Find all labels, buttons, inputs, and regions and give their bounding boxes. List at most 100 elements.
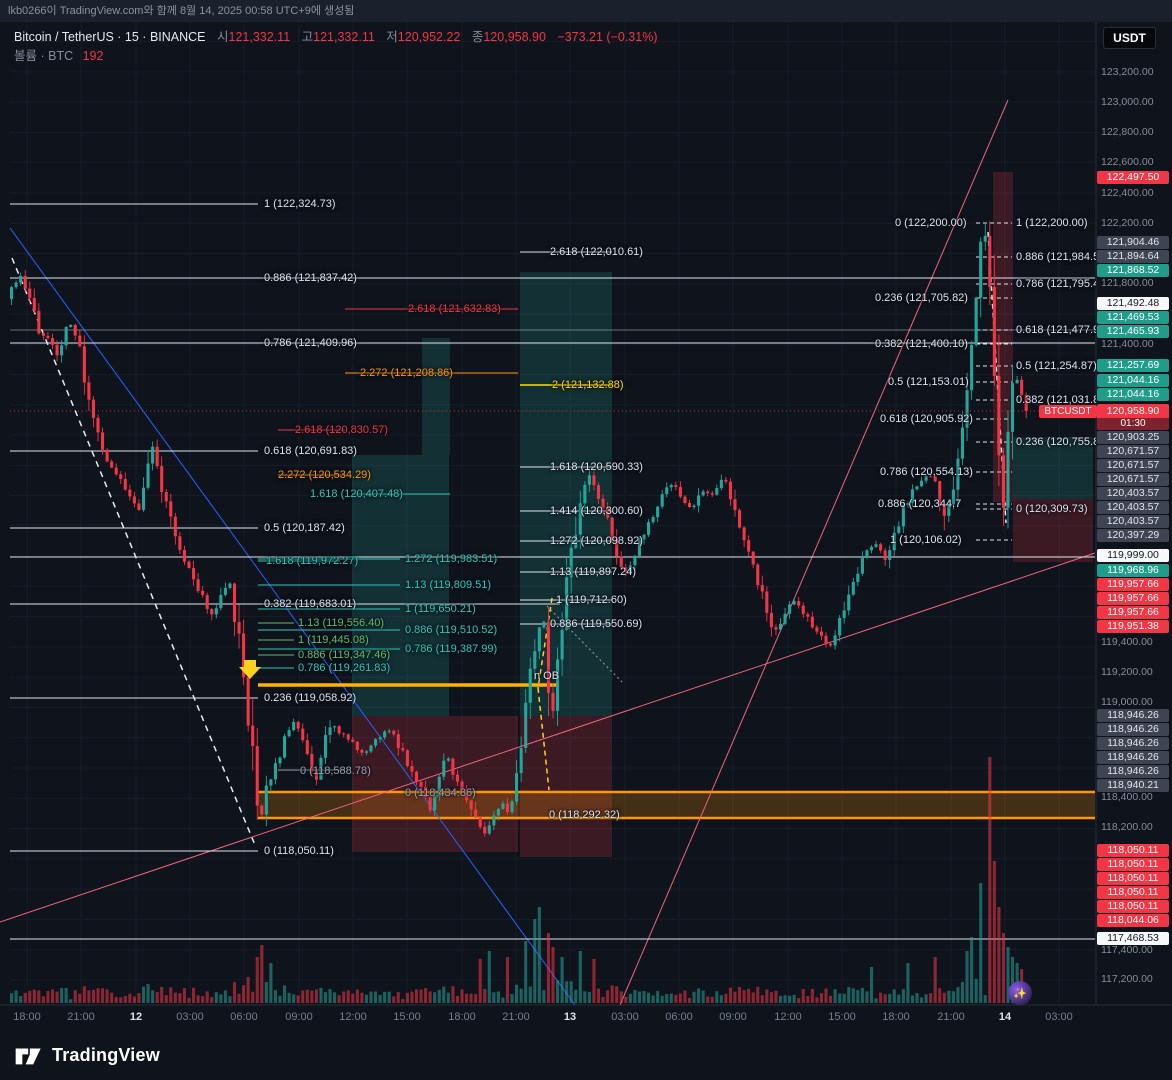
time-scale-label: 14 <box>998 1011 1012 1023</box>
time-scale-label: 09:00 <box>285 1011 313 1023</box>
price-level-chip: 117,468.53 <box>1097 932 1169 945</box>
price-level-chip: 121,044.16 <box>1097 374 1169 387</box>
attribution-bar: lkb0266이 TradingView.com와 함께 8월 14, 2025… <box>0 0 1172 22</box>
price-scale-label: 119,200.00 <box>1101 666 1153 678</box>
price-level-chip: 122,497.50 <box>1097 171 1169 184</box>
time-scale-label: 12 <box>129 1011 143 1023</box>
price-level-chip: 120,671.57 <box>1097 473 1169 486</box>
time-scale-label: 03:00 <box>1045 1011 1073 1023</box>
price-level-chip: 120,403.57 <box>1097 487 1169 500</box>
price-level-chip: 121,465.93 <box>1097 325 1169 338</box>
price-level-chip: 121,894.64 <box>1097 250 1169 263</box>
price-level-chip: 119,957.66 <box>1097 592 1169 605</box>
price-scale-label: 122,400.00 <box>1101 187 1154 199</box>
time-scale-label: 21:00 <box>937 1011 965 1023</box>
time-scale-label: 03:00 <box>611 1011 639 1023</box>
bar-countdown: 01:30 <box>1097 418 1169 430</box>
time-scale-label: 13 <box>563 1011 577 1023</box>
low-value: 120,952.22 <box>397 30 461 44</box>
price-level-chip: 118,946.26 <box>1097 765 1169 778</box>
price-scale-label: 121,400.00 <box>1101 338 1154 350</box>
price-level-chip: 118,050.11 <box>1097 858 1169 871</box>
price-level-chip: 118,050.11 <box>1097 900 1169 913</box>
price-level-chip: 118,940.21 <box>1097 779 1169 792</box>
tradingview-logo-icon[interactable] <box>14 1043 44 1069</box>
price-scale-label: 119,000.00 <box>1101 696 1153 708</box>
price-level-chip: 121,469.53 <box>1097 311 1169 324</box>
price-level-chip: 120,903.25 <box>1097 431 1169 444</box>
price-axis[interactable]: 123,200.00 123,000.00 122,800.00 122,600.00… <box>1096 0 1172 1005</box>
close-label: 종 <box>471 30 484 44</box>
volume-label[interactable]: 볼륨 · BTC <box>14 49 74 63</box>
low-label: 저 <box>386 30 398 44</box>
time-scale-label: 03:00 <box>176 1011 204 1023</box>
high-label: 고 <box>301 30 314 44</box>
change-value: −373.21 (−0.31%) <box>557 30 658 44</box>
price-scale-label: 117,400.00 <box>1101 944 1153 956</box>
current-price-value: 120,958.90 <box>1097 404 1169 418</box>
chart-legend: Bitcoin / TetherUS · 15 · BINANCE 시121,3… <box>14 28 657 66</box>
price-scale-label: 122,800.00 <box>1101 126 1154 138</box>
price-level-chip: 118,044.06 <box>1097 914 1169 927</box>
price-level-chip: 118,050.11 <box>1097 886 1169 899</box>
symbol-price-chip: BTCUSDT <box>1039 405 1097 418</box>
current-price-chip: 120,958.90 01:30 <box>1097 404 1169 430</box>
price-level-chip: 120,397.29 <box>1097 529 1169 542</box>
price-level-chip: 118,946.26 <box>1097 709 1169 722</box>
price-level-chip: 119,951.38 <box>1097 620 1169 633</box>
time-scale-label: 06:00 <box>230 1011 258 1023</box>
time-scale-label: 15:00 <box>393 1011 421 1023</box>
attribution-text: lkb0266이 TradingView.com와 함께 8월 14, 2025… <box>8 5 355 17</box>
price-scale-label: 123,200.00 <box>1101 66 1154 78</box>
price-level-chip: 118,050.11 <box>1097 872 1169 885</box>
time-scale-label: 15:00 <box>828 1011 856 1023</box>
price-level-chip: 119,968.96 <box>1097 564 1169 577</box>
currency-toggle-button[interactable]: USDT <box>1103 27 1156 49</box>
high-value: 121,332.11 <box>313 30 375 44</box>
time-scale-label: 18:00 <box>448 1011 476 1023</box>
price-level-chip: 121,904.46 <box>1097 236 1169 249</box>
price-scale-label: 122,600.00 <box>1101 156 1154 168</box>
price-level-chip: 120,671.57 <box>1097 445 1169 458</box>
symbol-title[interactable]: Bitcoin / TetherUS · 15 · BINANCE <box>14 30 206 44</box>
time-scale-label: 12:00 <box>339 1011 367 1023</box>
price-level-chip: 118,946.26 <box>1097 723 1169 736</box>
close-value: 120,958.90 <box>483 30 546 44</box>
price-level-chip: 119,999.00 <box>1097 549 1169 562</box>
price-scale-label: 118,200.00 <box>1101 821 1153 833</box>
price-scale-label: 122,200.00 <box>1101 217 1154 229</box>
price-level-chip: 120,403.57 <box>1097 501 1169 514</box>
price-scale-label: 121,800.00 <box>1101 277 1154 289</box>
price-level-chip: 121,044.16 <box>1097 388 1169 401</box>
price-scale-label: 123,000.00 <box>1101 96 1154 108</box>
footer: TradingView <box>0 1031 1172 1080</box>
volume-value: 192 <box>82 49 104 63</box>
price-level-chip: 118,946.26 <box>1097 737 1169 750</box>
time-scale-label: 21:00 <box>67 1011 95 1023</box>
price-level-chip: 120,403.57 <box>1097 515 1169 528</box>
time-scale-label: 21:00 <box>502 1011 530 1023</box>
time-scale-label: 18:00 <box>13 1011 41 1023</box>
price-scale-label: 117,200.00 <box>1101 973 1153 985</box>
brand-text: TradingView <box>52 1045 160 1065</box>
price-level-chip: 121,868.52 <box>1097 264 1169 277</box>
time-scale-label: 06:00 <box>665 1011 693 1023</box>
price-level-chip: 118,050.11 <box>1097 844 1169 857</box>
time-scale-label: 18:00 <box>882 1011 910 1023</box>
price-scale-label: 118,400.00 <box>1101 791 1153 803</box>
time-scale-label: 12:00 <box>774 1011 802 1023</box>
time-axis[interactable]: 18:00 21:00 12 03:00 06:00 09:00 12:00 15:00 18:… <box>0 1005 1172 1031</box>
open-label: 시 <box>217 30 229 44</box>
time-scale-label: 09:00 <box>719 1011 747 1023</box>
sparkle-sticker-icon: ✨ <box>1008 981 1032 1005</box>
price-level-chip: 118,946.26 <box>1097 751 1169 764</box>
open-value: 121,332.11 <box>228 30 291 44</box>
price-level-chip: 119,957.66 <box>1097 578 1169 591</box>
price-scale-label: 119,400.00 <box>1101 636 1153 648</box>
price-level-chip: 121,257.69 <box>1097 359 1169 372</box>
price-level-chip: 120,671.57 <box>1097 459 1169 472</box>
price-level-chip: 119,957.66 <box>1097 606 1169 619</box>
price-level-chip: 121,492.48 <box>1097 297 1169 310</box>
